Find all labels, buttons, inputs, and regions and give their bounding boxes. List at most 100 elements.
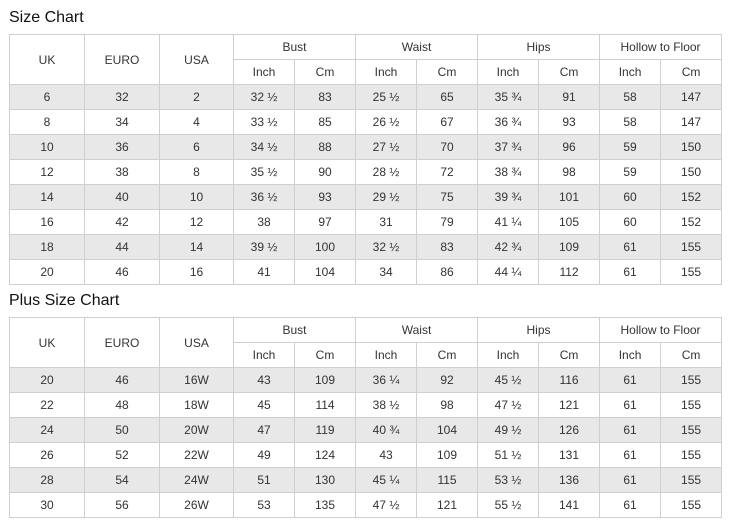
- cell: 34 ½: [233, 134, 295, 160]
- cell: 22W: [159, 442, 234, 468]
- cell: 93: [293, 184, 357, 210]
- cell: 121: [416, 492, 479, 518]
- cell: 53 ½: [477, 467, 540, 493]
- cell: 44: [84, 234, 160, 260]
- cell: 155: [660, 467, 723, 493]
- cell: 41: [233, 259, 295, 285]
- cell: 16: [9, 209, 85, 235]
- cell: 50: [84, 417, 160, 443]
- cell: 79: [416, 209, 479, 235]
- column-header: EURO: [84, 317, 160, 368]
- unit-header: Inch: [599, 342, 662, 368]
- cell: 2: [159, 84, 234, 110]
- group-header: Hips: [477, 34, 601, 60]
- unit-header: Cm: [660, 342, 723, 368]
- cell: 32 ½: [355, 234, 418, 260]
- cell: 61: [599, 417, 662, 443]
- data-row: 20 46 16W 43 109 36 ¼ 92 45 ½ 116 61 155: [9, 367, 723, 393]
- cell: 105: [538, 209, 601, 235]
- cell: 124: [293, 442, 357, 468]
- unit-header: Cm: [660, 59, 723, 85]
- data-row: 22 48 18W 45 114 38 ½ 98 47 ½ 121 61 155: [9, 392, 723, 418]
- group-header: Hollow to Floor: [599, 317, 723, 343]
- cell: 6: [159, 134, 234, 160]
- cell: 65: [416, 84, 479, 110]
- unit-header: Inch: [355, 59, 418, 85]
- unit-header: Cm: [293, 342, 357, 368]
- cell: 33 ½: [233, 109, 295, 135]
- cell: 56: [84, 492, 160, 518]
- cell: 135: [293, 492, 357, 518]
- cell: 18: [9, 234, 85, 260]
- cell: 10: [159, 184, 234, 210]
- cell: 155: [660, 492, 723, 518]
- cell: 150: [660, 159, 723, 185]
- cell: 67: [416, 109, 479, 135]
- group-header: Bust: [232, 34, 357, 60]
- section-title: Plus Size Chart: [9, 292, 120, 309]
- cell: 104: [416, 417, 479, 443]
- cell: 92: [416, 367, 479, 393]
- cell: 101: [538, 184, 601, 210]
- column-header: UK: [9, 317, 85, 368]
- cell: 152: [660, 209, 723, 235]
- cell: 72: [416, 159, 479, 185]
- cell: 61: [599, 259, 662, 285]
- cell: 14: [9, 184, 85, 210]
- cell: 91: [538, 84, 601, 110]
- cell: 61: [599, 234, 662, 260]
- cell: 131: [538, 442, 601, 468]
- cell: 155: [660, 417, 723, 443]
- cell: 147: [660, 109, 723, 135]
- cell: 43: [355, 442, 418, 468]
- unit-header: Cm: [293, 59, 357, 85]
- cell: 38: [233, 209, 295, 235]
- cell: 51 ½: [477, 442, 540, 468]
- cell: 31: [355, 209, 418, 235]
- column-header: EURO: [84, 34, 160, 85]
- cell: 130: [293, 467, 357, 493]
- cell: 40 ¾: [355, 417, 418, 443]
- cell: 37 ¾: [477, 134, 540, 160]
- cell: 44 ¼: [477, 259, 540, 285]
- data-row: 28 54 24W 51 130 45 ¼ 115 53 ½ 136 61 155: [9, 467, 723, 493]
- unit-header: Inch: [355, 342, 418, 368]
- cell: 45: [233, 392, 295, 418]
- cell: 28 ½: [355, 159, 418, 185]
- cell: 36 ¾: [477, 109, 540, 135]
- unit-header: Inch: [477, 342, 540, 368]
- cell: 20: [9, 259, 85, 285]
- cell: 60: [599, 184, 662, 210]
- cell: 35 ¾: [477, 84, 540, 110]
- cell: 83: [416, 234, 479, 260]
- cell: 96: [538, 134, 601, 160]
- cell: 39 ¾: [477, 184, 540, 210]
- cell: 36 ½: [233, 184, 295, 210]
- cell: 93: [538, 109, 601, 135]
- cell: 85: [293, 109, 357, 135]
- cell: 70: [416, 134, 479, 160]
- cell: 155: [660, 442, 723, 468]
- cell: 25 ½: [355, 84, 418, 110]
- cell: 136: [538, 467, 601, 493]
- cell: 4: [159, 109, 234, 135]
- data-row: 6 32 2 32 ½ 83 25 ½ 65 35 ¾ 91 58 147: [9, 84, 723, 110]
- cell: 34: [355, 259, 418, 285]
- cell: 75: [416, 184, 479, 210]
- cell: 24: [9, 417, 85, 443]
- cell: 29 ½: [355, 184, 418, 210]
- cell: 53: [233, 492, 295, 518]
- cell: 114: [293, 392, 357, 418]
- cell: 55 ½: [477, 492, 540, 518]
- cell: 20: [9, 367, 85, 393]
- column-header: UK: [9, 34, 85, 85]
- group-header: Waist: [355, 317, 479, 343]
- cell: 12: [159, 209, 234, 235]
- cell: 121: [538, 392, 601, 418]
- cell: 45 ¼: [355, 467, 418, 493]
- data-row: 30 56 26W 53 135 47 ½ 121 55 ½ 141 61 155: [9, 492, 723, 518]
- size-table: UK EURO USA Bust Waist Hips Hollow to Floor Inc…: [9, 34, 723, 285]
- cell: 58: [599, 84, 662, 110]
- column-header: USA: [159, 317, 234, 368]
- cell: 36 ¼: [355, 367, 418, 393]
